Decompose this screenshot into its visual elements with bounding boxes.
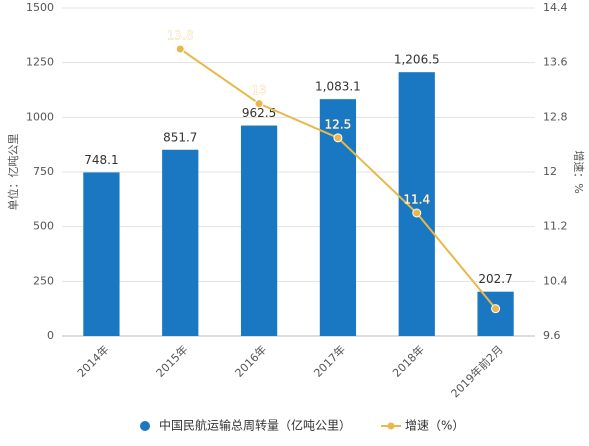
y-tick-label: 250: [33, 274, 54, 287]
y2-tick-label: 10.4: [543, 274, 568, 287]
y-tick-label: 0: [47, 329, 54, 342]
x-tick-label: 2018年: [390, 342, 427, 379]
line-label: 12.5: [325, 117, 352, 131]
bar-label: 202.7: [478, 272, 512, 286]
y-tick-label: 1250: [26, 56, 54, 69]
x-tick-label: 2017年: [311, 342, 348, 379]
line-point: [175, 44, 185, 54]
bar: [162, 149, 199, 336]
x-tick-label: 2015年: [153, 342, 190, 379]
legend-swatch: [140, 421, 150, 431]
x-tick-label: 2019年前2月: [448, 342, 506, 400]
x-tick-label: 2014年: [74, 342, 111, 379]
bar-label: 851.7: [163, 130, 197, 144]
y2-tick-label: 11.2: [543, 220, 568, 233]
line-point: [412, 208, 422, 218]
line-label: 13.8: [167, 29, 194, 43]
y-tick-label: 750: [33, 165, 54, 178]
y2-tick-label: 12: [543, 165, 557, 178]
y-tick-label: 1500: [26, 1, 54, 14]
legend-swatch: [387, 422, 395, 430]
line-label: 13: [251, 83, 266, 97]
y2-tick-label: 14.4: [543, 1, 568, 14]
y-tick-label: 1000: [26, 110, 54, 123]
legend-label: 中国民航运输总周转量（亿吨公里）: [159, 418, 351, 433]
line-point: [491, 304, 501, 314]
bar-label: 962.5: [242, 106, 276, 120]
y-tick-label: 500: [33, 220, 54, 233]
x-tick-label: 2016年: [232, 342, 269, 379]
line-label: 11.4: [403, 193, 430, 207]
y2-tick-label: 13.6: [543, 56, 568, 69]
bar: [83, 172, 120, 336]
y-axis-label: 单位：亿吨公里: [6, 134, 20, 211]
line-point: [254, 99, 264, 109]
bar: [477, 291, 514, 336]
bar: [240, 125, 278, 337]
bar-label: 1,206.5: [394, 53, 440, 67]
y2-tick-label: 12.8: [543, 110, 568, 123]
legend-label: 增速（%）: [405, 419, 464, 433]
bar: [398, 72, 435, 337]
y2-tick-label: 9.6: [543, 329, 561, 342]
line-point: [333, 133, 343, 143]
y2-axis-label: 增速：%: [572, 150, 586, 193]
bar-label: 1,083.1: [315, 80, 361, 94]
bar-label: 748.1: [84, 153, 118, 167]
